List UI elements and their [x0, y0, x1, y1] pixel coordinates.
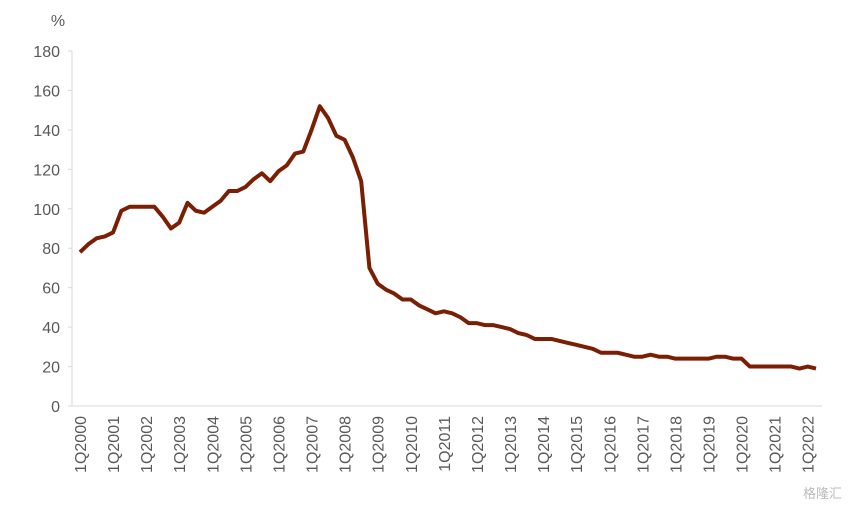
x-tick-label: 1Q2003	[172, 416, 189, 473]
x-tick-label: 1Q2016	[602, 416, 619, 473]
x-tick-label: 1Q2008	[338, 416, 355, 473]
y-tick-label: 40	[42, 320, 60, 337]
y-axis-label: %	[51, 13, 65, 30]
y-tick-label: 80	[42, 241, 60, 258]
y-tick-label: 180	[33, 44, 60, 61]
y-tick-label: 140	[33, 123, 60, 140]
x-tick-label: 1Q2014	[536, 416, 553, 473]
x-tick-label: 1Q2007	[305, 416, 322, 473]
x-tick-label: 1Q2011	[437, 416, 454, 472]
watermark: 格隆汇	[803, 486, 842, 501]
x-tick-label: 1Q2022	[801, 416, 818, 473]
x-tick-label: 1Q2017	[635, 416, 652, 473]
x-tick-label: 1Q2001	[106, 416, 123, 473]
x-tick-label: 1Q2021	[768, 416, 785, 473]
x-tick-label: 1Q2002	[139, 416, 156, 473]
x-tick-label: 1Q2006	[271, 416, 288, 473]
y-tick-label: 160	[33, 83, 60, 100]
y-tick-label: 0	[51, 399, 60, 416]
x-tick-label: 1Q2005	[238, 416, 255, 473]
data-line	[78, 104, 817, 371]
x-tick-label: 1Q2000	[73, 416, 90, 473]
x-tick-label: 1Q2009	[371, 416, 388, 473]
x-tick-label: 1Q2020	[735, 416, 752, 473]
x-tick-label: 1Q2015	[569, 416, 586, 473]
y-tick-label: 100	[33, 202, 60, 219]
x-tick-label: 1Q2018	[668, 416, 685, 473]
x-tick-label: 1Q2012	[470, 416, 487, 473]
y-tick-label: 60	[42, 281, 60, 298]
y-tick-label: 120	[33, 162, 60, 179]
x-tick-label: 1Q2013	[503, 416, 520, 473]
y-tick-label: 20	[42, 360, 60, 377]
x-tick-label: 1Q2004	[205, 416, 222, 473]
x-tick-label: 1Q2010	[404, 416, 421, 473]
x-tick-label: 1Q2019	[701, 416, 718, 473]
